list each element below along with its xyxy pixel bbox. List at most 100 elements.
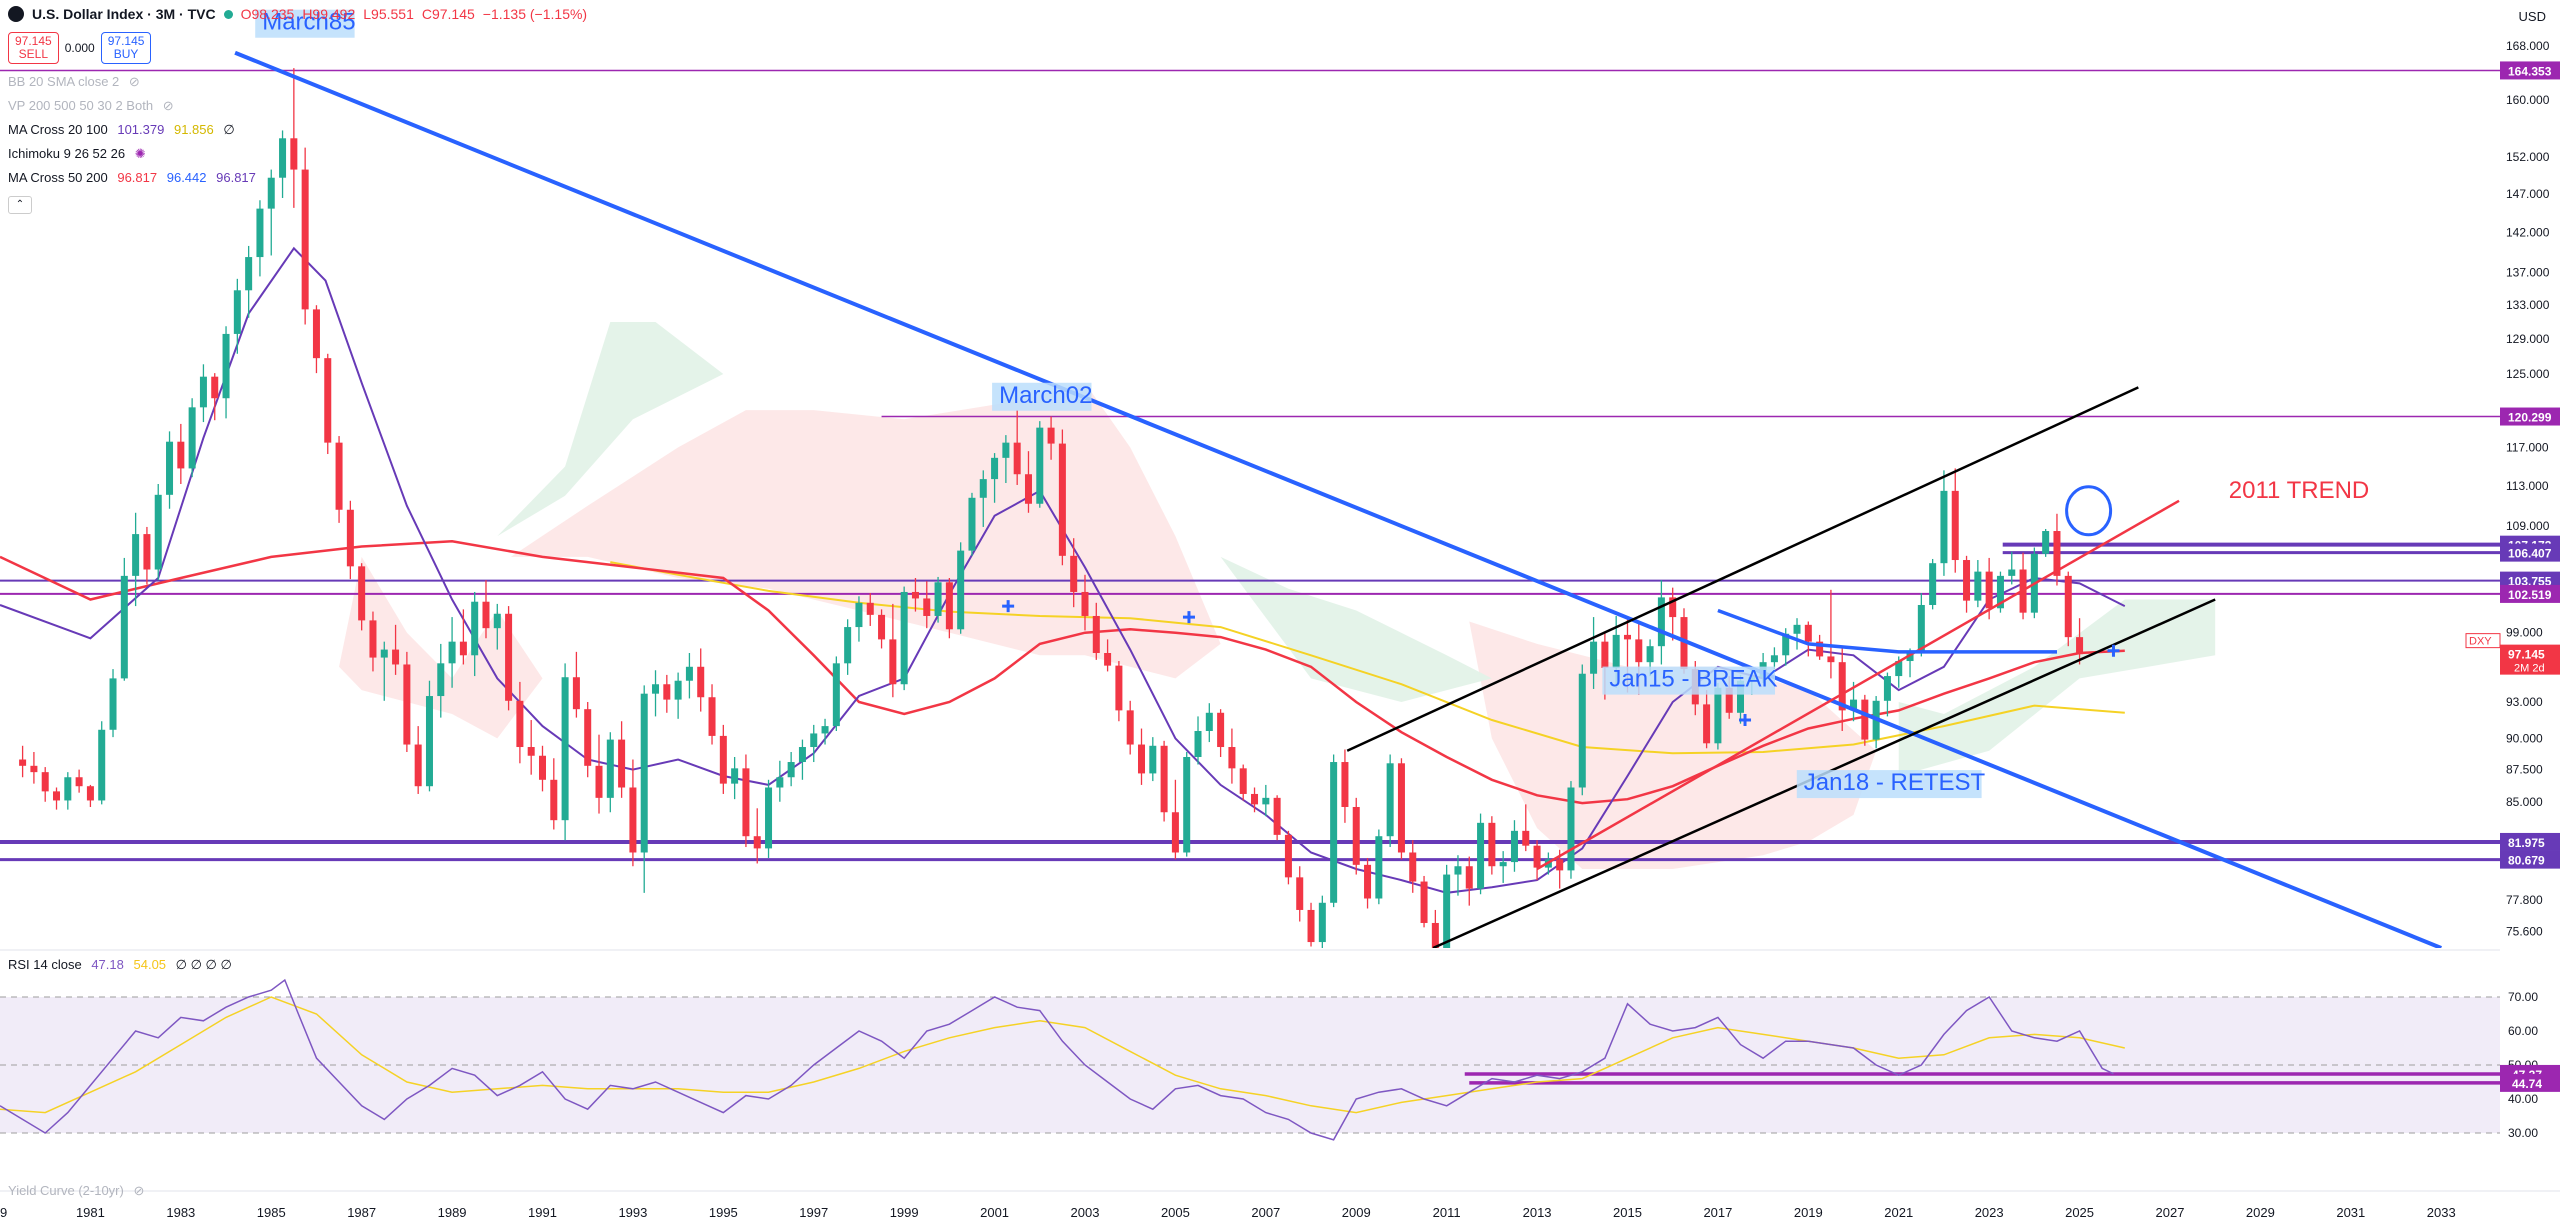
candle-body <box>1782 633 1790 656</box>
candle-body <box>1533 845 1541 868</box>
candle-body <box>765 787 773 849</box>
candle-body <box>1804 624 1812 642</box>
candle-body <box>1239 768 1247 794</box>
candle-body <box>1104 653 1112 666</box>
candle-body <box>1375 836 1383 899</box>
buy-button[interactable]: 97.145 BUY <box>100 32 152 64</box>
symbol-logo-icon <box>8 6 24 22</box>
eye-hidden-icon[interactable]: ⊘ <box>128 74 140 89</box>
candle-body <box>538 755 546 780</box>
price-tag-text: 164.353 <box>2508 64 2552 78</box>
candle-body <box>1194 730 1202 758</box>
candle-body <box>527 747 535 756</box>
sell-button[interactable]: 97.145 SELL <box>8 32 59 64</box>
candle-body <box>256 208 264 258</box>
annotation-label: March02 <box>992 382 1092 411</box>
time-tick-label: 79 <box>0 1205 7 1220</box>
candle-body <box>832 663 840 727</box>
annotation-bg <box>992 382 1092 411</box>
candle-body <box>358 566 366 621</box>
candle-body <box>1284 834 1292 878</box>
candle-body <box>1036 427 1044 504</box>
candle-body <box>821 726 829 734</box>
candle-body <box>584 709 592 766</box>
indicator-vp[interactable]: VP 200 500 50 30 2 Both ⊘ <box>8 98 174 114</box>
eye-hidden-icon[interactable]: ⊘ <box>133 1183 145 1198</box>
indicator-ma-cross-2[interactable]: MA Cross 50 200 96.817 96.442 96.817 <box>8 170 256 185</box>
trade-box: 97.145 SELL 0.000 97.145 BUY <box>8 32 152 64</box>
candle-body <box>1047 427 1055 444</box>
candle-body <box>1612 634 1620 668</box>
annotation-label: 2011 TREND <box>2229 477 2370 504</box>
candle-body <box>1477 822 1485 889</box>
candle-body <box>1115 665 1123 711</box>
collapse-indicators-chevron-up-icon[interactable]: ⌃ <box>8 196 32 214</box>
candle-body <box>1680 617 1688 670</box>
candle-body <box>1092 615 1100 654</box>
ma-cross-2-v2: 96.442 <box>166 170 207 185</box>
candle-body <box>968 497 976 551</box>
candle-body <box>1262 797 1270 805</box>
candle-body <box>1217 712 1225 748</box>
candle-body <box>98 729 106 801</box>
candle-body <box>1386 763 1394 837</box>
candle-body <box>1409 852 1417 882</box>
candle-body <box>1126 710 1134 745</box>
candle-body <box>267 177 275 209</box>
price-tick-label: 137.000 <box>2506 265 2550 279</box>
time-tick-label: 2001 <box>980 1205 1009 1220</box>
time-tick-label: 1995 <box>709 1205 738 1220</box>
candle-body <box>1318 902 1326 943</box>
indicator-ichimoku[interactable]: Ichimoku 9 26 52 26 ✺ <box>8 146 146 162</box>
blue-support-curve <box>1717 608 2057 654</box>
annotation-bg <box>1796 770 1982 799</box>
candle-body <box>1556 859 1564 871</box>
ma-cross-2-v1: 96.817 <box>117 170 158 185</box>
currency-label[interactable]: USD <box>2518 9 2546 24</box>
candle-body <box>437 663 445 697</box>
candle-body <box>143 534 151 570</box>
indicator-ma-cross-1[interactable]: MA Cross 20 100 101.379 91.856 ∅ <box>8 122 235 138</box>
candle-body <box>911 591 919 599</box>
candle-body <box>1160 745 1168 813</box>
cloud-red-region <box>1469 621 1877 869</box>
candle-body <box>1770 655 1778 663</box>
rsi-ma-line <box>0 996 2125 1114</box>
candle-body <box>1963 560 1971 601</box>
price-tick-label: 125.000 <box>2506 367 2550 381</box>
channel-upper-line <box>1346 386 2139 752</box>
annotation-text: March02 <box>999 382 1092 409</box>
candle-body <box>369 620 377 658</box>
candle-body <box>1974 571 1982 601</box>
ohlc-change: −1.135 (−1.15%) <box>482 6 588 22</box>
chart-header: U.S. Dollar Index · 3M · TVC O98.235 H99… <box>8 6 587 22</box>
candle-body <box>1703 704 1711 744</box>
eye-hidden-icon[interactable]: ⊘ <box>162 98 174 113</box>
candle-body <box>1307 909 1315 943</box>
candle-body <box>1985 571 1993 609</box>
indicator-bb[interactable]: BB 20 SMA close 2 ⊘ <box>8 74 140 90</box>
candle-body <box>392 649 400 665</box>
candle-body <box>1737 680 1745 713</box>
price-tag-text: 97.145 <box>2508 648 2545 662</box>
time-tick-label: 2031 <box>2336 1205 2365 1220</box>
symbol-title[interactable]: U.S. Dollar Index · 3M · TVC <box>32 6 216 22</box>
price-tick-label: 147.000 <box>2506 187 2550 201</box>
candle-body <box>945 582 953 630</box>
candle-body <box>1669 597 1677 618</box>
ma-yellow-line <box>610 561 2125 755</box>
indicator-rsi[interactable]: RSI 14 close 47.18 54.05 ∅ ∅ ∅ ∅ <box>8 957 232 973</box>
time-tick-label: 1999 <box>890 1205 919 1220</box>
candle-body <box>1793 624 1801 634</box>
candle-body <box>640 693 648 853</box>
candle-body <box>1228 747 1236 769</box>
time-tick-label: 2029 <box>2246 1205 2275 1220</box>
downtrend-line <box>234 50 2442 948</box>
candle-body <box>1895 661 1903 677</box>
candle-body <box>1443 874 1451 948</box>
annotation-text: Jan15 - BREAK <box>1609 666 1777 693</box>
candle-body <box>595 765 603 798</box>
indicator-yield-curve[interactable]: Yield Curve (2-10yr) ⊘ <box>8 1183 144 1199</box>
candle-body <box>132 534 140 576</box>
